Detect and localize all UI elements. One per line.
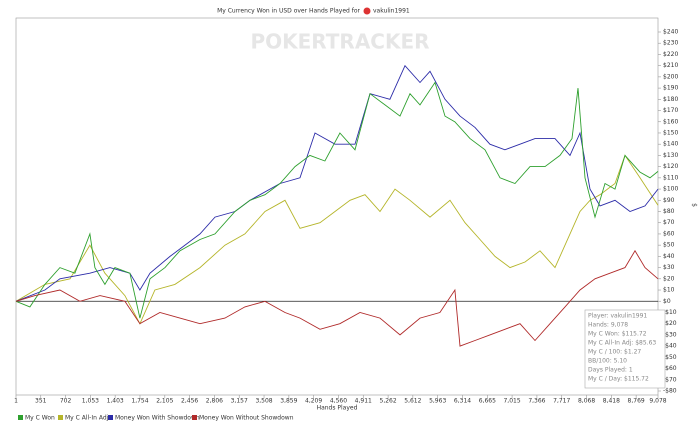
y-tick-label: $20 [663,275,675,282]
legend-swatch [108,415,113,420]
y-tick-label: -$30 [663,331,677,338]
x-tick-label: 2,105 [156,398,173,405]
legend-label: Money Won With Showdown [115,415,200,422]
watermark: POKERTRACKER [250,30,429,54]
legend-swatch [18,415,23,420]
stats-line: Hands: 9,078 [588,322,628,329]
x-tick-label: 3,508 [255,398,272,405]
x-tick-label: 6,665 [479,398,496,405]
y-tick-label: $240 [663,29,678,36]
x-tick-label: 2,806 [206,398,223,405]
y-tick-label: -$70 [663,376,677,383]
series-line [15,81,659,319]
stats-line: My C / 100: $1.27 [588,349,641,356]
x-tick-label: 5,963 [429,398,446,405]
y-tick-label: $230 [663,40,678,47]
x-tick-label: 2,456 [181,398,198,405]
x-tick-label: 7,717 [553,398,570,405]
y-tick-label: $110 [663,174,678,181]
y-tick-label: $50 [663,242,675,249]
stats-line: BB/100: 5.10 [588,358,627,365]
y-tick-label: $80 [663,208,675,215]
series-line [15,64,659,302]
x-tick-label: 1,403 [107,398,124,405]
y-tick-label: -$80 [663,388,677,395]
x-tick-label: 4,911 [355,398,372,405]
x-tick-label: 8,068 [578,398,595,405]
y-tick-label: $200 [663,73,678,80]
y-tick-label: $220 [663,51,678,58]
x-tick-label: 9,078 [649,398,666,405]
player-name: vakulin1991 [373,8,410,15]
x-tick-label: 1 [14,398,18,405]
x-tick-label: 4,560 [330,398,347,405]
y-tick-label: $70 [663,219,675,226]
x-tick-label: 7,366 [528,398,545,405]
x-tick-label: 8,769 [628,398,645,405]
stats-line: My C / Day: $115.72 [588,376,649,383]
legend-swatch [192,415,197,420]
player-icon [363,7,371,15]
series-line [15,249,659,347]
legend-label: My C All-In Adj [65,415,109,422]
legend-label: My C Won [25,415,55,422]
x-tick-label: 8,418 [603,398,620,405]
y-tick-label: -$10 [663,309,677,316]
x-tick-label: 4,209 [305,398,322,405]
y-tick-label: -$40 [663,343,677,350]
y-tick-label: -$60 [663,365,677,372]
y-tick-label: $60 [663,230,675,237]
y-tick-label: -$20 [663,320,677,327]
y-tick-label: $190 [663,85,678,92]
y-tick-label: $180 [663,96,678,103]
x-tick-label: 1,754 [131,398,148,405]
x-tick-label: 1,053 [82,398,99,405]
x-tick-label: 351 [35,398,47,405]
y-tick-label: $210 [663,62,678,69]
x-tick-label: 7,015 [503,398,520,405]
x-tick-label: 3,157 [231,398,248,405]
x-tick-label: 702 [60,398,72,405]
stats-line: My C Won: $115.72 [588,331,647,338]
y-axis-label: $ [691,203,698,207]
y-tick-label: $120 [663,163,678,170]
x-tick-label: 5,262 [380,398,397,405]
x-axis-label: Hands Played [317,405,358,412]
stats-line: Player: vakulin1991 [588,313,647,320]
y-tick-label: $160 [663,118,678,125]
x-tick-label: 5,612 [404,398,421,405]
y-tick-label: $40 [663,253,675,260]
stats-line: Days Played: 1 [588,367,633,374]
y-tick-label: $30 [663,264,675,271]
x-tick-label: 3,859 [280,398,297,405]
y-tick-label: $10 [663,287,675,294]
series-line [15,154,659,325]
y-tick-label: $140 [663,141,678,148]
y-tick-label: $0 [663,298,671,305]
chart-title: My Currency Won in USD over Hands Played… [217,8,360,15]
legend-swatch [58,415,63,420]
y-tick-label: $100 [663,186,678,193]
stats-line: My C All-In Adj: $85.63 [588,340,656,347]
y-tick-label: $170 [663,107,678,114]
stats-box [584,309,666,389]
y-tick-label: $90 [663,197,675,204]
y-tick-label: -$50 [663,354,677,361]
y-tick-label: $150 [663,129,678,136]
x-tick-label: 6,314 [454,398,471,405]
legend-label: Money Won Without Showdown [199,415,294,422]
plot-area [15,17,659,396]
y-tick-label: $130 [663,152,678,159]
